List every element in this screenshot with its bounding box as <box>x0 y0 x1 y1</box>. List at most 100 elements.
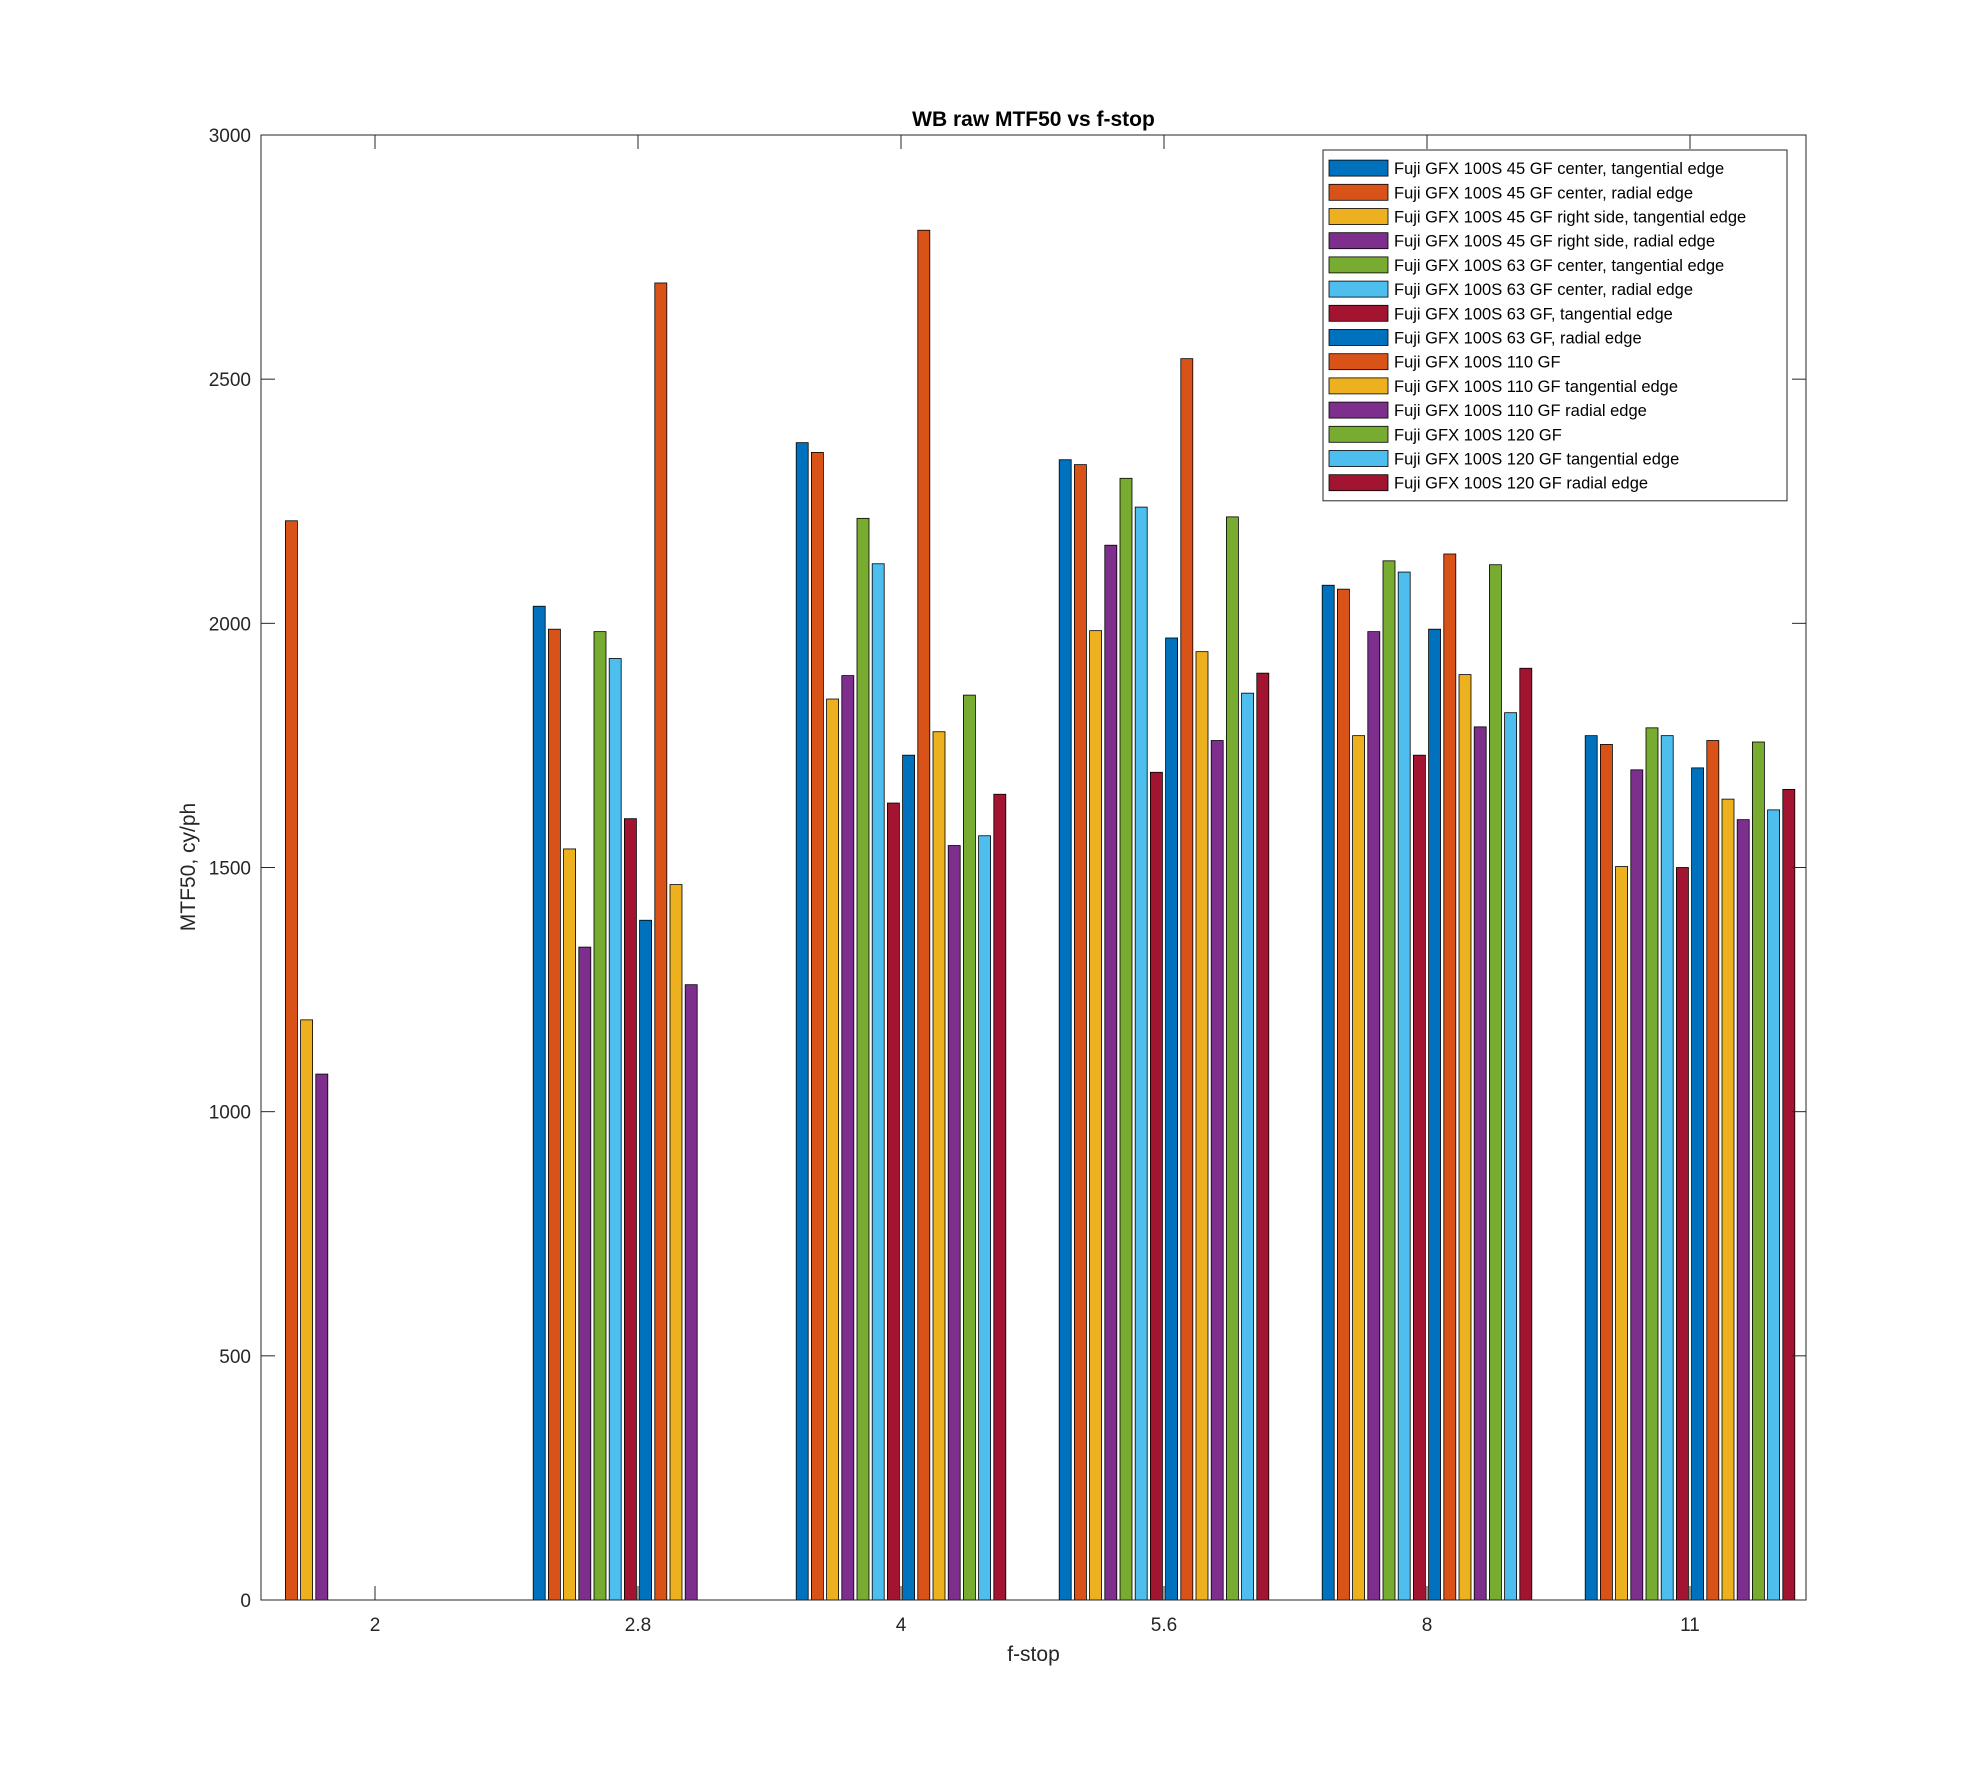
bar-s1-8 <box>1321 584 1335 1601</box>
bar-s3-5.6 <box>1089 630 1102 1601</box>
bar-s6-11 <box>1660 735 1674 1601</box>
legend-swatch <box>1328 232 1389 250</box>
bar-s4-11 <box>1630 769 1644 1601</box>
bar-s10-11 <box>1721 798 1735 1601</box>
legend-entry-label: Fuji GFX 100S 63 GF, tangential edge <box>1394 305 1673 323</box>
y-tick-label: 1500 <box>209 859 251 880</box>
bar-s6-4 <box>871 563 885 1601</box>
x-axis-title: f-stop <box>1007 1643 1060 1666</box>
bar-s6-8 <box>1397 571 1411 1601</box>
legend-swatch <box>1328 159 1389 177</box>
legend-swatch <box>1328 256 1389 274</box>
bar-s7-8 <box>1413 754 1426 1601</box>
legend-swatch <box>1328 401 1389 419</box>
y-tick-label: 500 <box>219 1347 251 1368</box>
bar-s6-2.8 <box>608 658 622 1601</box>
bar-s7-4 <box>887 802 900 1601</box>
x-tick-label: 4 <box>896 1615 907 1636</box>
bar-s11-8 <box>1473 726 1487 1601</box>
bar-s5-2.8 <box>593 631 607 1601</box>
legend-box <box>1322 149 1788 502</box>
bar-s14-8 <box>1519 667 1533 1601</box>
bar-s8-5.6 <box>1165 637 1178 1601</box>
legend-entry-label: Fuji GFX 100S 120 GF <box>1394 426 1562 444</box>
bar-s4-2.8 <box>578 946 592 1601</box>
legend-swatch <box>1328 450 1389 467</box>
bar-s12-11 <box>1752 741 1765 1601</box>
bar-s8-4 <box>902 754 915 1601</box>
legend-entry-label: Fuji GFX 100S 45 GF center, tangential e… <box>1394 160 1724 178</box>
bar-s12-5.6 <box>1226 516 1239 1601</box>
y-tick-label: 2500 <box>209 370 251 391</box>
bar-s7-2.8 <box>624 818 637 1601</box>
bar-s11-2.8 <box>684 984 698 1601</box>
bar-s10-5.6 <box>1195 651 1209 1601</box>
legend-swatch <box>1328 208 1389 225</box>
legend-entry-label: Fuji GFX 100S 45 GF right side, tangenti… <box>1394 209 1746 227</box>
legend-swatch <box>1328 280 1389 298</box>
bar-s11-11 <box>1736 819 1750 1601</box>
bar-s9-11 <box>1706 740 1720 1601</box>
bar-s12-8 <box>1489 564 1502 1601</box>
legend-entry-label: Fuji GFX 100S 120 GF radial edge <box>1394 475 1648 493</box>
x-tick-label: 8 <box>1422 1615 1433 1636</box>
bar-s4-4 <box>841 675 855 1601</box>
bar-s14-11 <box>1782 788 1796 1601</box>
legend-swatch <box>1328 377 1389 395</box>
bar-s9-8 <box>1443 553 1457 1601</box>
bar-s7-5.6 <box>1150 771 1163 1601</box>
bar-s6-5.6 <box>1134 506 1148 1601</box>
bar-s5-8 <box>1382 560 1396 1601</box>
bar-s10-8 <box>1458 674 1472 1601</box>
y-tick-label: 2000 <box>209 614 251 635</box>
chart-title: WB raw MTF50 vs f-stop <box>912 108 1155 131</box>
bar-s11-5.6 <box>1210 740 1224 1601</box>
bar-s13-5.6 <box>1241 692 1254 1601</box>
bar-s9-5.6 <box>1180 358 1194 1601</box>
legend-entry-label: Fuji GFX 100S 45 GF right side, radial e… <box>1394 233 1715 251</box>
y-tick-label: 1000 <box>209 1103 251 1124</box>
x-tick-label: 5.6 <box>1151 1615 1177 1636</box>
bar-s8-11 <box>1691 767 1704 1601</box>
bar-s7-11 <box>1676 867 1689 1601</box>
y-axis-title: MTF50, cy/ph <box>177 803 200 931</box>
bar-s10-4 <box>932 731 946 1601</box>
bar-s2-4 <box>811 452 824 1601</box>
bar-s9-2.8 <box>654 282 668 1601</box>
bar-s3-2.8 <box>563 848 576 1601</box>
bar-s5-11 <box>1645 727 1659 1601</box>
bar-s2-2 <box>284 520 298 1601</box>
bar-s14-4 <box>993 793 1007 1601</box>
bar-s5-5.6 <box>1119 477 1133 1601</box>
bar-s8-2.8 <box>639 919 652 1601</box>
legend-entry-label: Fuji GFX 100S 110 GF <box>1394 354 1561 372</box>
legend-entry-label: Fuji GFX 100S 63 GF, radial edge <box>1394 330 1642 348</box>
y-tick-label: 3000 <box>209 126 251 147</box>
bar-s9-4 <box>917 229 931 1601</box>
legend-entry-label: Fuji GFX 100S 63 GF center, tangential e… <box>1394 257 1724 275</box>
bar-s13-8 <box>1504 712 1517 1601</box>
legend-swatch <box>1328 304 1389 322</box>
legend-entry-label: Fuji GFX 100S 120 GF tangential edge <box>1394 451 1679 469</box>
bar-s4-5.6 <box>1104 544 1118 1601</box>
legend-swatch <box>1328 425 1389 443</box>
bar-s12-4 <box>963 694 976 1601</box>
bar-s3-2 <box>300 1019 314 1601</box>
legend: Fuji GFX 100S 45 GF center, tangential e… <box>1322 149 1788 502</box>
bar-s13-4 <box>978 835 991 1601</box>
bar-s13-11 <box>1767 809 1780 1601</box>
bar-s1-11 <box>1584 735 1598 1601</box>
legend-swatch <box>1328 183 1389 201</box>
bar-s2-2.8 <box>548 628 561 1601</box>
bar-s10-2.8 <box>669 884 683 1601</box>
legend-entry-label: Fuji GFX 100S 63 GF center, radial edge <box>1394 281 1693 299</box>
bar-s2-5.6 <box>1074 464 1087 1601</box>
bar-s14-5.6 <box>1256 672 1270 1601</box>
bar-s2-11 <box>1600 744 1613 1601</box>
x-tick-label: 2.8 <box>625 1615 651 1636</box>
bar-s5-4 <box>856 517 870 1601</box>
x-tick-label: 11 <box>1680 1615 1700 1636</box>
bar-s3-11 <box>1615 866 1628 1601</box>
x-tick-label: 2 <box>370 1615 381 1636</box>
